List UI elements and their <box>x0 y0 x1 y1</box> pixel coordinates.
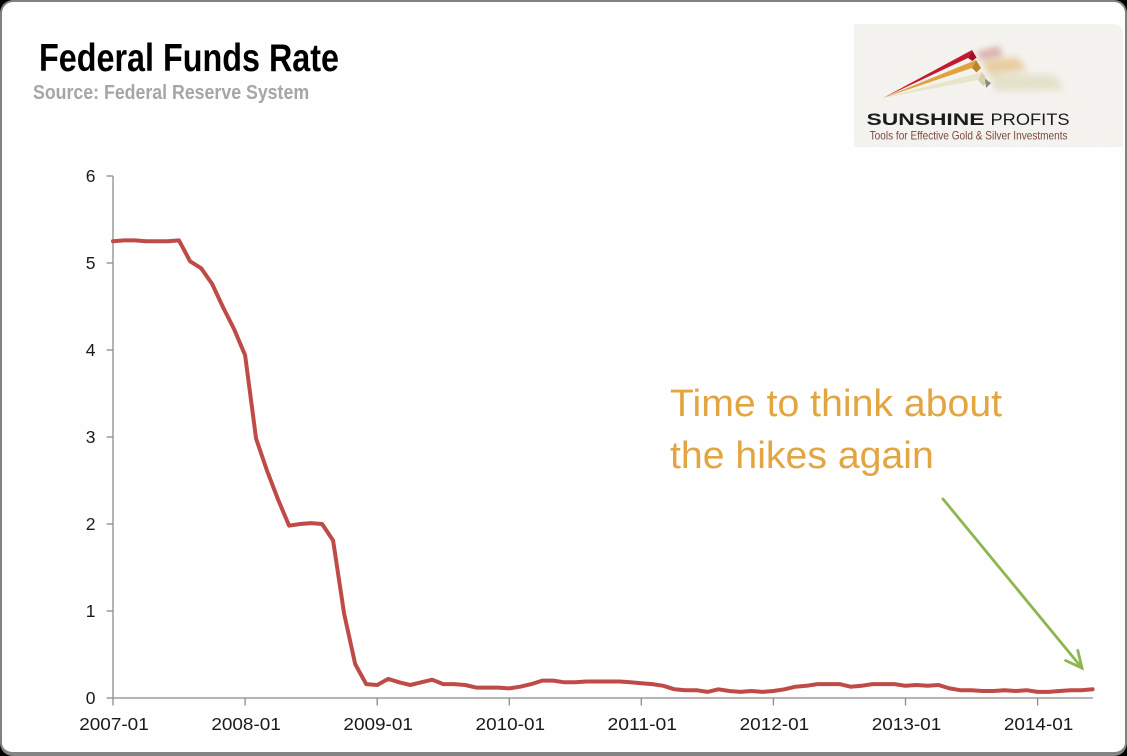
svg-text:PROFITS: PROFITS <box>991 111 1070 129</box>
svg-text:4: 4 <box>86 340 96 360</box>
svg-text:2012-01: 2012-01 <box>740 714 810 734</box>
svg-text:2008-01: 2008-01 <box>211 714 281 734</box>
svg-text:2014-01: 2014-01 <box>1004 714 1074 734</box>
svg-text:2009-01: 2009-01 <box>343 714 413 734</box>
svg-text:1: 1 <box>86 601 96 621</box>
svg-text:SUNSHINE: SUNSHINE <box>867 111 985 129</box>
svg-text:6: 6 <box>86 166 96 186</box>
svg-text:2013-01: 2013-01 <box>872 714 942 734</box>
svg-text:5: 5 <box>86 253 96 273</box>
svg-text:0: 0 <box>86 688 96 708</box>
svg-text:Tools for Effective Gold & Sil: Tools for Effective Gold & Silver Invest… <box>870 129 1068 143</box>
svg-text:2007-01: 2007-01 <box>79 714 149 734</box>
svg-text:2: 2 <box>86 514 96 534</box>
svg-text:2011-01: 2011-01 <box>608 714 678 734</box>
svg-text:2010-01: 2010-01 <box>476 714 546 734</box>
svg-text:3: 3 <box>86 427 96 447</box>
